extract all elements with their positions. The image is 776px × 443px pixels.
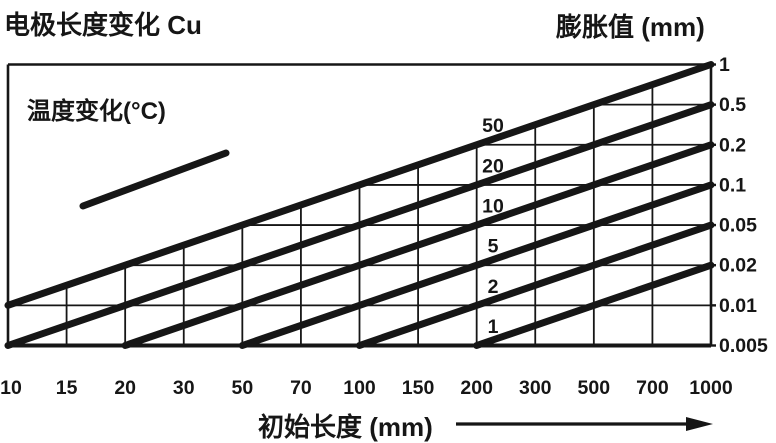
series-label-5: 5 xyxy=(488,236,499,258)
y-tick-label: 0.02 xyxy=(719,255,757,277)
series-label-50: 50 xyxy=(482,115,504,137)
x-axis-title: 初始长度 (mm) xyxy=(258,412,433,442)
x-tick-label: 50 xyxy=(231,377,253,399)
legend-sample-line xyxy=(79,149,230,210)
chart-title: 电极长度变化 Cu xyxy=(4,10,202,40)
y-tick-label: 0.5 xyxy=(719,94,746,116)
x-tick-label: 500 xyxy=(578,377,611,399)
series-label-1: 1 xyxy=(488,316,499,338)
y-tick-label: 0.05 xyxy=(719,215,757,237)
right-axis-title: 膨胀值 (mm) xyxy=(556,12,705,42)
series-line-10 xyxy=(121,141,715,349)
x-tick-label: 1000 xyxy=(689,377,733,399)
x-axis-arrowhead-icon xyxy=(686,417,713,431)
series-line-5 xyxy=(238,181,715,349)
x-tick-label: 20 xyxy=(114,377,136,399)
y-tick-label: 0.2 xyxy=(719,134,746,156)
y-tick-label: 1 xyxy=(719,54,730,76)
x-tick-label: 100 xyxy=(343,377,376,399)
series-label-2: 2 xyxy=(488,276,499,298)
legend-label: 温度变化(°C) xyxy=(27,98,166,125)
series-line-20 xyxy=(4,101,715,349)
series-line-1 xyxy=(473,261,715,349)
x-tick-label: 15 xyxy=(56,377,78,399)
series-line-50 xyxy=(4,61,715,309)
x-tick-label: 300 xyxy=(519,377,552,399)
x-tick-label: 200 xyxy=(460,377,493,399)
y-tick-label: 0.005 xyxy=(719,335,768,357)
series-label-10: 10 xyxy=(482,195,504,217)
x-tick-label: 10 xyxy=(0,377,22,399)
x-tick-label: 30 xyxy=(173,377,195,399)
x-tick-label: 150 xyxy=(402,377,435,399)
x-tick-label: 70 xyxy=(290,377,312,399)
series-label-20: 20 xyxy=(482,155,504,177)
y-tick-label: 0.01 xyxy=(719,295,757,317)
x-tick-label: 700 xyxy=(636,377,669,399)
y-tick-label: 0.1 xyxy=(719,174,746,196)
series-line-2 xyxy=(356,221,715,349)
